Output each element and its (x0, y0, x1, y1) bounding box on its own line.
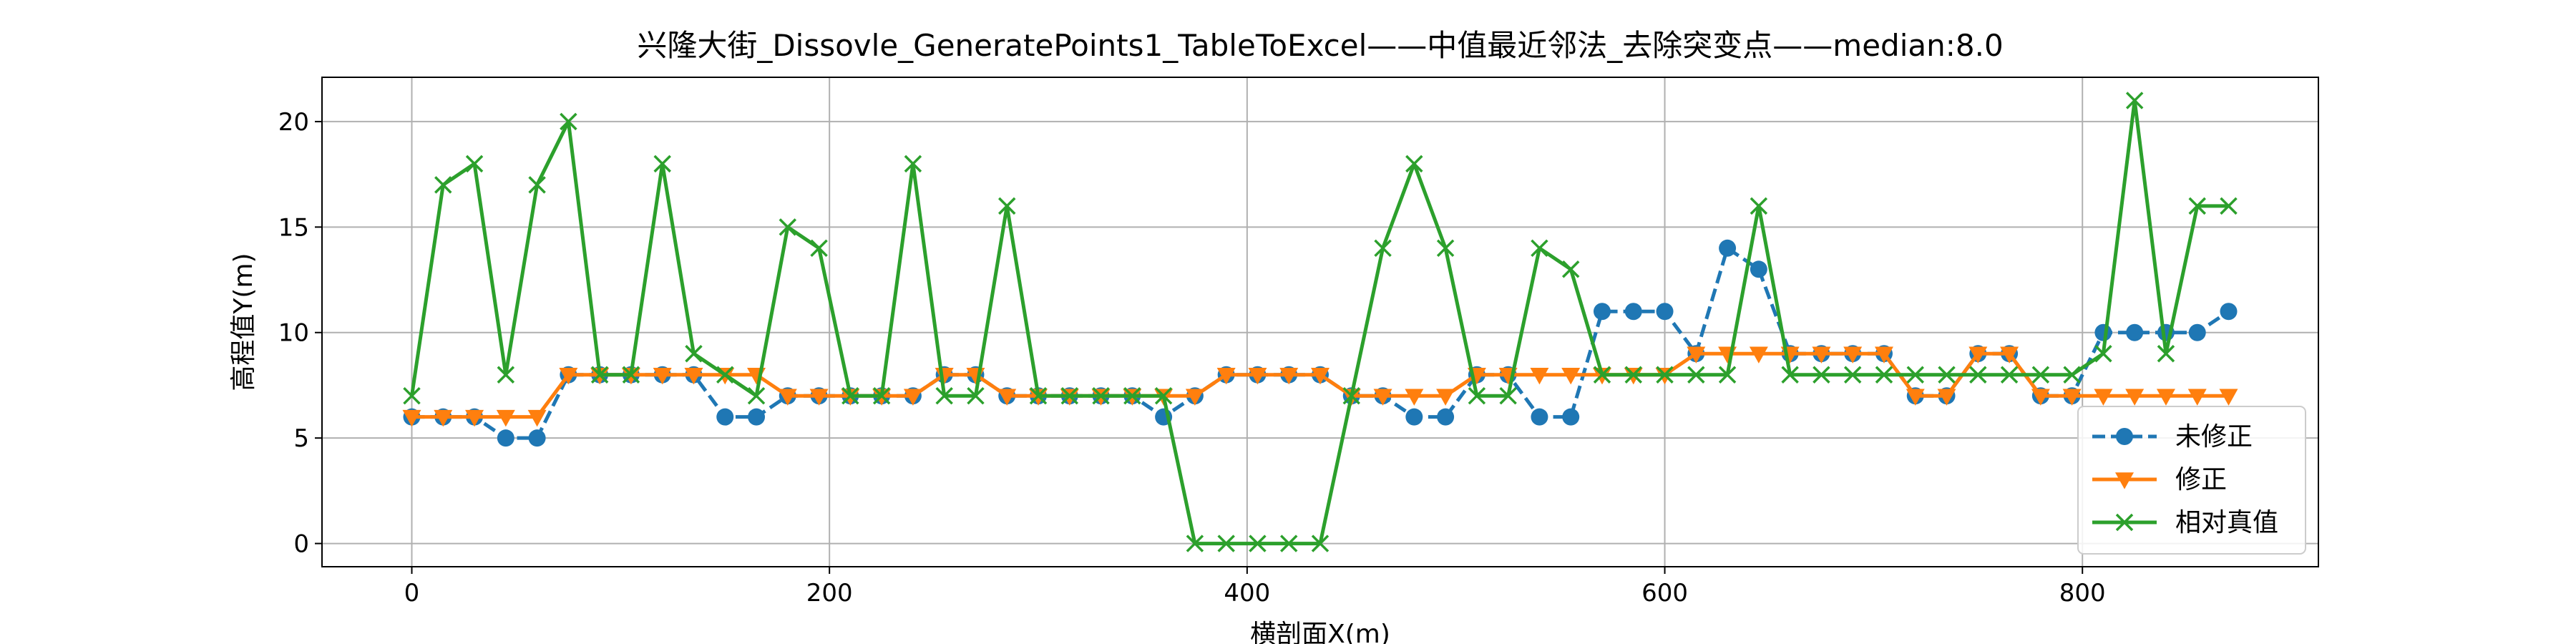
series-1-point (1405, 409, 1423, 426)
series-1-point (748, 409, 765, 426)
series-1-point (497, 429, 514, 447)
y-tick-label: 20 (278, 108, 309, 137)
y-axis-label: 高程值Y(m) (229, 253, 258, 391)
y-tick-label: 0 (293, 530, 309, 559)
series-1-point (529, 429, 546, 447)
series-1-point (2189, 324, 2206, 341)
x-axis-label: 横剖面X(m) (1250, 620, 1390, 644)
series-1-point (1625, 303, 1642, 320)
y-tick-label: 5 (293, 424, 309, 453)
plot-background (322, 77, 2318, 567)
legend-label-2: 修正 (2175, 465, 2227, 494)
legend-label-1: 未修正 (2175, 422, 2253, 452)
series-1-point (2126, 324, 2143, 341)
y-tick-label: 10 (278, 319, 309, 348)
series-1-point (1562, 409, 1579, 426)
x-tick-label: 400 (1224, 579, 1270, 608)
x-tick-label: 800 (2059, 579, 2106, 608)
series-1-point (2220, 303, 2238, 320)
legend: 未修正 修正 相对真值 (2078, 406, 2306, 554)
legend-label-3: 相对真值 (2175, 508, 2278, 537)
series-1-point (1594, 303, 1611, 320)
series-1-point (1719, 240, 1736, 257)
series-1-point (1531, 409, 1548, 426)
chart-title: 兴隆大街_Dissovle_GeneratePoints1_TableToExc… (637, 28, 2003, 63)
series-1-point (716, 409, 733, 426)
legend-marker-1 (2116, 428, 2133, 445)
series-1-point (2094, 324, 2112, 341)
x-tick-label: 200 (806, 579, 853, 608)
x-tick-label: 0 (404, 579, 420, 608)
x-tick-label: 600 (1641, 579, 1688, 608)
series-1-point (1750, 260, 1767, 278)
y-tick-label: 15 (278, 213, 309, 242)
series-1-point (1657, 303, 1674, 320)
series-1-point (1437, 409, 1454, 426)
